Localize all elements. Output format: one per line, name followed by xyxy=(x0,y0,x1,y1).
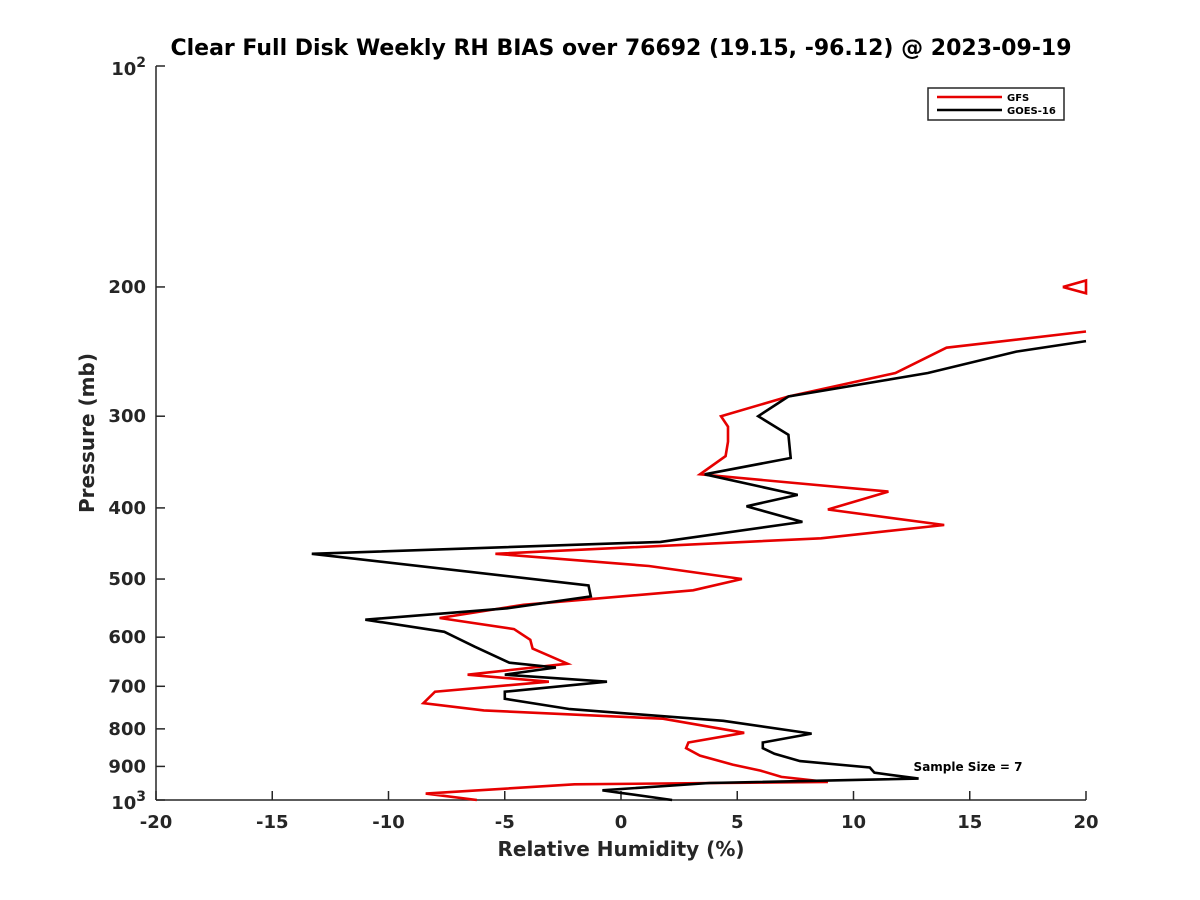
x-tick-label: 15 xyxy=(957,812,982,833)
legend-box xyxy=(927,87,1065,121)
series-line-goes16 xyxy=(311,339,1087,802)
axis-ticks: -20 -15 -10 -5 0 5 10 15 20 200 300 400 500 600 700 800… xyxy=(108,55,1098,833)
x-tick-label: 10 xyxy=(841,812,866,833)
legend: GFS GOES-16 xyxy=(927,87,1065,121)
y-tick-label: 600 xyxy=(108,627,146,648)
y-tick-label: 500 xyxy=(108,569,146,590)
series-line-gfs xyxy=(420,278,1088,802)
y-tick-label: 200 xyxy=(108,277,146,298)
x-tick-label: -5 xyxy=(495,812,515,833)
x-tick-label: -20 xyxy=(140,812,173,833)
x-tick-label: 0 xyxy=(615,812,628,833)
x-tick-label: 20 xyxy=(1073,812,1098,833)
series-lines xyxy=(311,278,1088,802)
y-decade-label: 103 xyxy=(111,789,146,814)
legend-label-goes16: GOES-16 xyxy=(1007,106,1056,117)
y-tick-label: 400 xyxy=(108,498,146,519)
legend-label-gfs: GFS xyxy=(1007,93,1029,104)
x-axis-label: Relative Humidity (%) xyxy=(497,837,744,861)
y-decade-label: 102 xyxy=(111,55,146,80)
x-tick-label: -10 xyxy=(372,812,405,833)
y-tick-label: 900 xyxy=(108,756,146,777)
sample-size-annotation: Sample Size = 7 xyxy=(914,760,1023,774)
y-tick-label: 700 xyxy=(108,676,146,697)
y-tick-label: 300 xyxy=(108,406,146,427)
x-tick-label: 5 xyxy=(731,812,744,833)
chart-title: Clear Full Disk Weekly RH BIAS over 7669… xyxy=(170,36,1071,61)
y-tick-label: 800 xyxy=(108,719,146,740)
x-tick-label: -15 xyxy=(256,812,289,833)
y-axis-label: Pressure (mb) xyxy=(75,353,99,513)
